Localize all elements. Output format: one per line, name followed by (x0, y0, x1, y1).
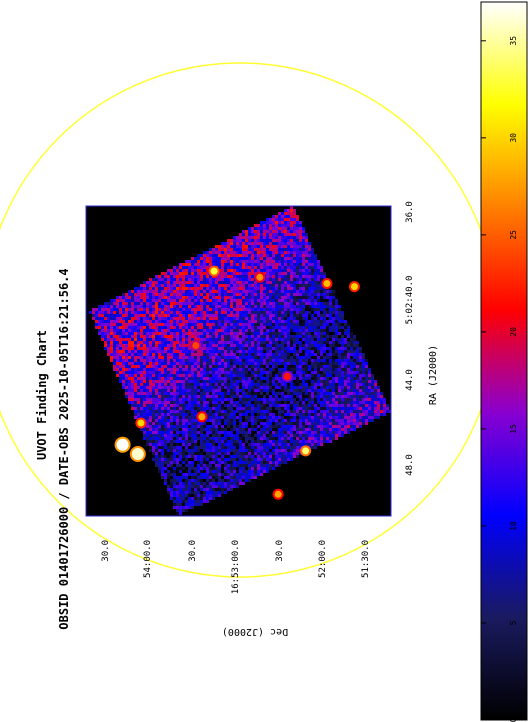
y-tick-label-6: 51:30.0 (361, 540, 371, 578)
source-4 (210, 267, 218, 275)
colorbar-tick-label-4: 20 (509, 327, 518, 337)
source-10 (192, 342, 200, 349)
x-tick-label-1: 44.0 (405, 369, 415, 391)
source-7 (302, 447, 310, 455)
x-axis-label: RA (J2000) (428, 345, 439, 405)
source-9 (350, 283, 358, 291)
chart-subtitle: OBSID 01401726000 / DATE-OBS 2025-10-05T… (57, 268, 71, 629)
chart-title: UVOT Finding Chart (35, 330, 49, 460)
x-tick-labels: 48.0 44.0 5:02:40.0 36.0 (405, 201, 415, 476)
exposure-pixels (89, 206, 391, 515)
colorbar-tick-label-5: 25 (509, 230, 518, 240)
y-tick-label-1: 54:00.0 (143, 540, 153, 578)
y-axis-label: Dec (J2000) (222, 626, 288, 637)
y-tick-label-3: 16:53:00.0 (231, 540, 241, 594)
source-5 (256, 273, 264, 281)
colorbar-tick-label-6: 30 (509, 133, 518, 143)
colorbar-tick-label-7: 35 (509, 36, 518, 46)
y-tick-label-5: 52:00.0 (318, 540, 328, 578)
source-8 (323, 280, 331, 287)
source-11 (283, 373, 291, 380)
y-tick-label-2: 30.0 (188, 540, 198, 562)
colorbar-tick-label-0: 0 (509, 717, 518, 722)
y-tick-labels: 30.0 54:00.0 30.0 16:53:00.0 30.0 52:00.0 51:3… (101, 540, 371, 594)
y-tick-label-0: 30.0 (101, 540, 111, 562)
source-0 (116, 438, 129, 451)
image-frame (85, 205, 392, 517)
source-6 (274, 490, 282, 498)
colorbar-tick-label-3: 15 (509, 424, 518, 434)
colorbar (480, 1, 528, 721)
source-2 (137, 419, 145, 427)
colorbar-ticks: 0 5 10 15 20 25 30 35 (481, 36, 518, 722)
source-3 (198, 413, 206, 421)
x-tick-label-3: 36.0 (405, 201, 415, 223)
colorbar-tick-label-1: 5 (509, 620, 518, 625)
y-tick-label-4: 30.0 (275, 540, 285, 562)
x-tick-label-0: 48.0 (405, 454, 415, 476)
source-1 (131, 448, 144, 460)
x-tick-label-2: 5:02:40.0 (405, 276, 415, 325)
colorbar-tick-label-2: 10 (509, 521, 518, 531)
uvot-image (89, 206, 391, 515)
